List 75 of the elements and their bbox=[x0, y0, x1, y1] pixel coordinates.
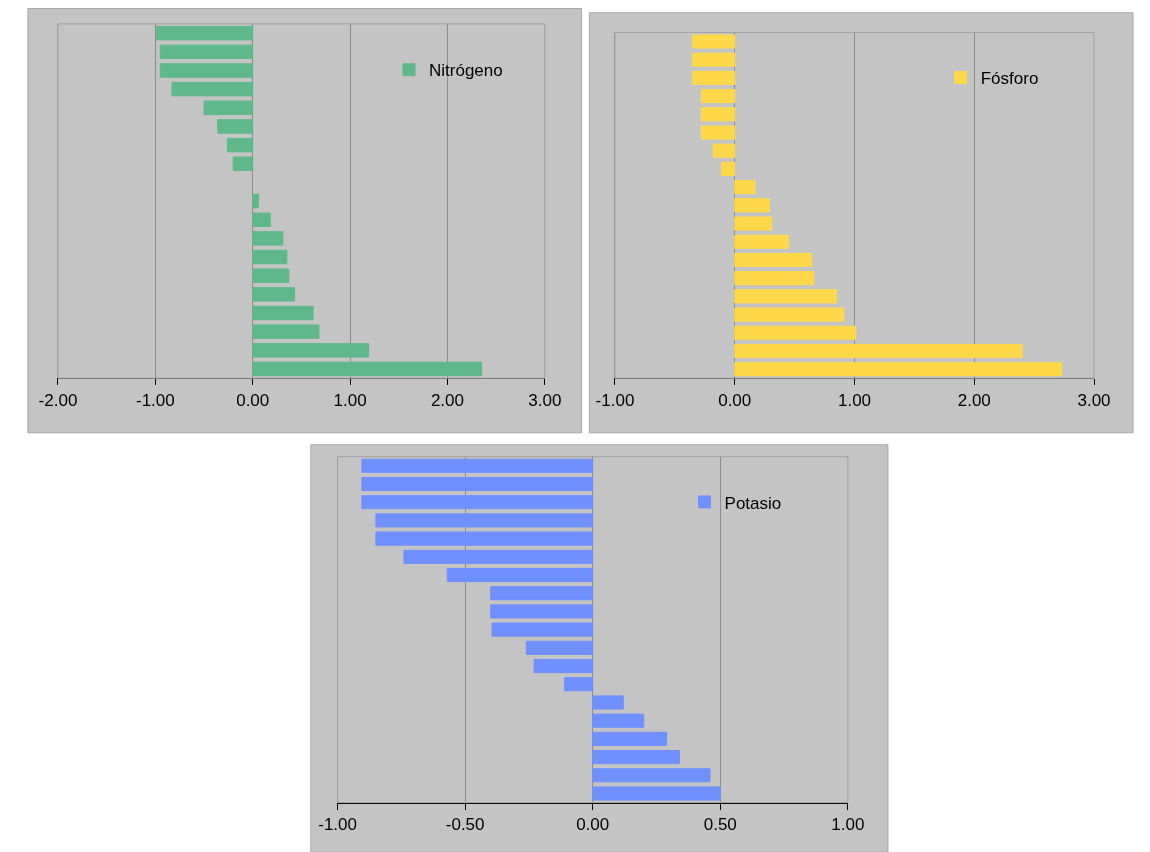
bar bbox=[734, 343, 1023, 359]
x-tick-label: 1.00 bbox=[831, 814, 865, 834]
x-tick-label: 0.50 bbox=[703, 814, 737, 834]
bar bbox=[734, 362, 1063, 377]
bar bbox=[217, 119, 254, 134]
bar bbox=[734, 252, 812, 268]
bar bbox=[403, 549, 594, 564]
bar bbox=[692, 52, 736, 67]
bar bbox=[734, 216, 773, 231]
bar bbox=[721, 161, 736, 176]
bar bbox=[252, 249, 288, 265]
x-tick-label: -1.00 bbox=[135, 390, 175, 410]
bar bbox=[159, 63, 254, 78]
x-tick-label: 0.00 bbox=[236, 390, 270, 410]
bar bbox=[446, 567, 594, 583]
bar bbox=[700, 125, 736, 140]
bar bbox=[692, 34, 736, 49]
x-tick-label: -1.00 bbox=[595, 390, 635, 410]
x-tick-label: 3.00 bbox=[1077, 390, 1111, 410]
x-tick-label: 0.00 bbox=[576, 814, 610, 834]
bar bbox=[692, 70, 736, 85]
bar bbox=[734, 325, 857, 340]
bar bbox=[490, 604, 594, 619]
legend-label: Potasio bbox=[724, 493, 782, 513]
x-tick-label: -1.00 bbox=[318, 814, 357, 834]
bar bbox=[361, 458, 594, 473]
bar bbox=[252, 231, 284, 246]
x-tick-label: 2.00 bbox=[430, 390, 464, 410]
legend-label: Fósforo bbox=[980, 69, 1039, 89]
bar bbox=[226, 137, 254, 153]
x-tick-label: 2.00 bbox=[957, 390, 991, 410]
bar bbox=[232, 156, 254, 171]
bar bbox=[533, 658, 594, 674]
bar bbox=[700, 89, 736, 104]
x-tick-label: 1.00 bbox=[837, 390, 872, 410]
bar bbox=[734, 289, 838, 304]
bar bbox=[375, 513, 594, 528]
bar bbox=[490, 586, 594, 601]
bar bbox=[734, 307, 845, 322]
bar bbox=[564, 677, 594, 692]
bar bbox=[592, 768, 711, 783]
bar bbox=[734, 271, 815, 286]
bar bbox=[203, 100, 254, 116]
x-tick-label: -2.00 bbox=[38, 390, 78, 410]
bar bbox=[491, 622, 594, 637]
bar bbox=[592, 731, 668, 746]
bar bbox=[252, 212, 271, 227]
bar bbox=[734, 234, 790, 249]
bar bbox=[252, 193, 260, 209]
bar bbox=[712, 143, 736, 158]
bar bbox=[252, 287, 296, 302]
bar bbox=[155, 25, 254, 41]
bar bbox=[592, 750, 680, 765]
bar bbox=[361, 476, 594, 492]
bar bbox=[361, 495, 594, 510]
x-tick-label: 0.00 bbox=[718, 390, 752, 410]
bar bbox=[734, 198, 770, 213]
bar bbox=[252, 268, 290, 283]
x-tick-label: -0.50 bbox=[445, 814, 485, 834]
bar bbox=[252, 305, 314, 321]
bar bbox=[252, 361, 483, 377]
bar bbox=[171, 81, 254, 97]
bar bbox=[252, 343, 370, 358]
x-tick-label: 1.00 bbox=[333, 390, 367, 410]
legend-label: Nitrógeno bbox=[429, 61, 503, 81]
bar bbox=[252, 324, 320, 339]
bar bbox=[592, 713, 645, 728]
bar bbox=[592, 786, 721, 801]
bar bbox=[159, 44, 254, 60]
bar bbox=[734, 180, 756, 195]
bar bbox=[592, 695, 624, 710]
bar bbox=[375, 531, 594, 546]
bar bbox=[700, 107, 736, 122]
x-tick-label: 3.00 bbox=[528, 390, 562, 410]
bar bbox=[525, 640, 594, 655]
